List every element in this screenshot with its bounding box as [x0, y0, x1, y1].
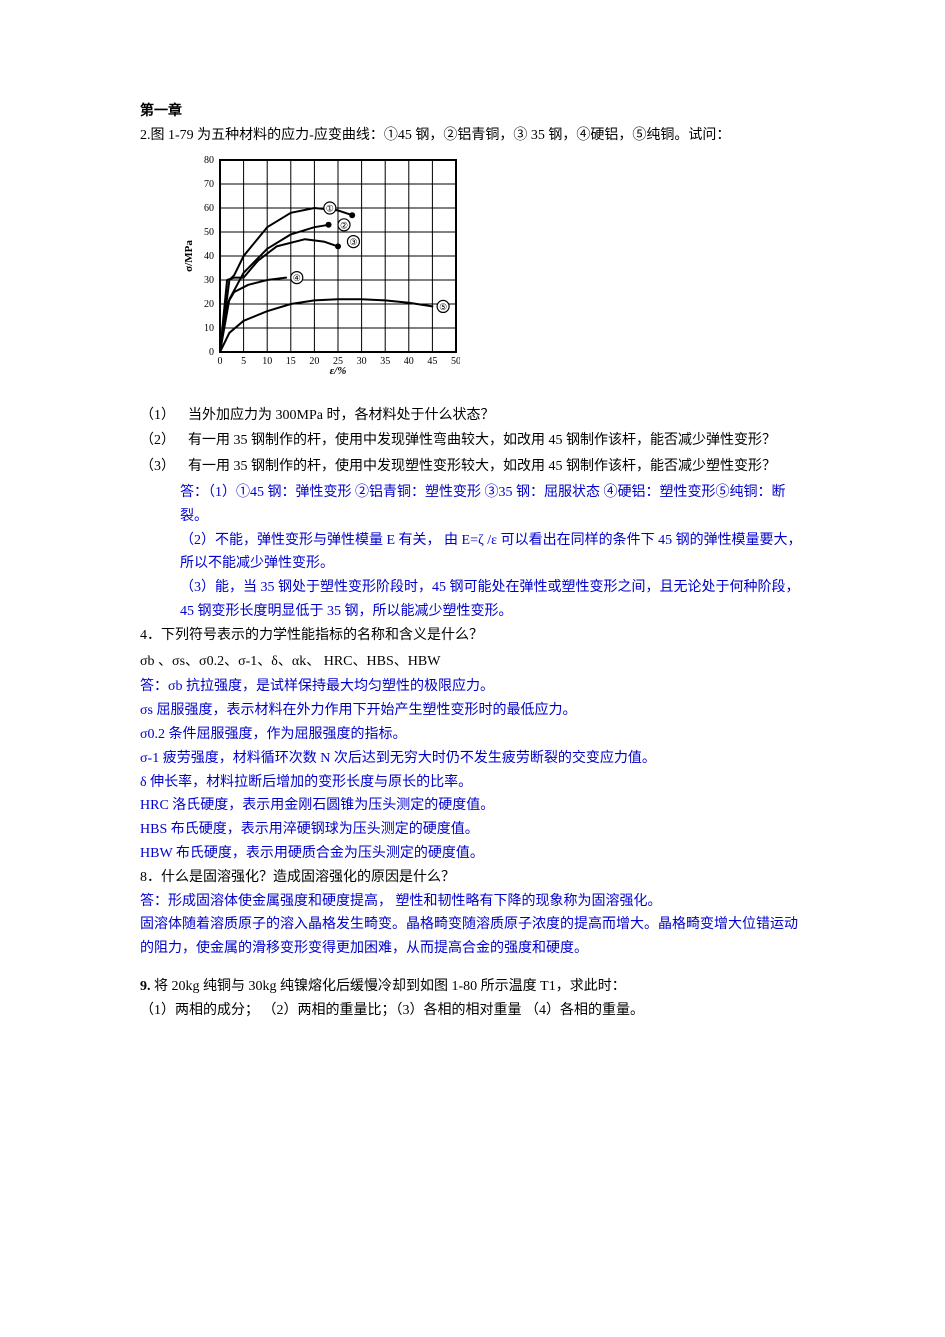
svg-text:0: 0	[209, 347, 214, 358]
q2-answer-2: （2）不能，弹性变形与弹性模量 E 有关， 由 E=ζ /ε 可以看出在同样的条…	[140, 529, 805, 577]
chapter-title: 第一章	[140, 100, 805, 124]
svg-text:40: 40	[204, 251, 214, 262]
svg-text:45: 45	[427, 356, 437, 367]
item-text: 当外加应力为 300MPa 时，各材料处于什么状态？	[188, 404, 805, 428]
q2-intro: 2.图 1-79 为五种材料的应力-应变曲线：①45 钢，②铝青铜，③ 35 钢…	[140, 124, 805, 148]
svg-text:20: 20	[204, 299, 214, 310]
q4-answer-1: σs 屈服强度，表示材料在外力作用下开始产生塑性变形时的最低应力。	[140, 699, 805, 723]
q4-answer-4: δ 伸长率，材料拉断后增加的变形长度与原长的比率。	[140, 771, 805, 795]
q4-answer-2: σ0.2 条件屈服强度，作为屈服强度的指标。	[140, 723, 805, 747]
stress-strain-chart: 0510152025303540455001020304050607080ε/%…	[180, 156, 805, 396]
q9-items: （1）两相的成分； （2）两相的重量比；（3）各相的相对重量 （4）各相的重量。	[140, 999, 805, 1023]
svg-text:15: 15	[286, 356, 296, 367]
svg-text:60: 60	[204, 203, 214, 214]
q9-text: 将 20kg 纯铜与 30kg 纯镍熔化后缓慢冷却到如图 1-80 所示温度 T…	[151, 979, 626, 994]
item-number: （3）	[140, 455, 188, 479]
svg-text:③: ③	[349, 237, 357, 247]
svg-text:10: 10	[262, 356, 272, 367]
svg-text:②: ②	[340, 220, 348, 230]
svg-text:50: 50	[204, 227, 214, 238]
svg-text:0: 0	[218, 356, 223, 367]
q4-answer-7: HBW 布氏硬度，表示用硬质合金为压头测定的硬度值。	[140, 842, 805, 866]
q8-answer-1: 固溶体随着溶质原子的溶入晶格发生畸变。晶格畸变随溶质原子浓度的提高而增大。晶格畸…	[140, 913, 805, 961]
q2-answer-3: （3）能，当 35 钢处于塑性变形阶段时，45 钢可能处在弹性或塑性变形之间，且…	[140, 576, 805, 624]
q2-item: （1）当外加应力为 300MPa 时，各材料处于什么状态？	[140, 404, 805, 428]
q4-answer-0: 答：σb 抗拉强度，是试样保持最大均匀塑性的极限应力。	[140, 675, 805, 699]
svg-text:20: 20	[309, 356, 319, 367]
svg-text:10: 10	[204, 323, 214, 334]
svg-text:σ/MPa: σ/MPa	[183, 239, 195, 271]
svg-text:50: 50	[451, 356, 460, 367]
svg-text:30: 30	[204, 275, 214, 286]
item-text: 有一用 35 钢制作的杆，使用中发现弹性弯曲较大，如改用 45 钢制作该杆，能否…	[188, 429, 805, 453]
svg-text:④: ④	[293, 273, 301, 283]
item-number: （1）	[140, 404, 188, 428]
svg-text:40: 40	[404, 356, 414, 367]
q4-title: 4．下列符号表示的力学性能指标的名称和含义是什么？	[140, 624, 805, 648]
item-text: 有一用 35 钢制作的杆，使用中发现塑性变形较大，如改用 45 钢制作该杆，能否…	[188, 455, 805, 479]
svg-text:30: 30	[357, 356, 367, 367]
svg-text:①: ①	[326, 203, 334, 213]
q4-answer-5: HRC 洛氏硬度，表示用金刚石圆锥为压头测定的硬度值。	[140, 794, 805, 818]
q4-answer-3: σ-1 疲劳强度，材料循环次数 N 次后达到无穷大时仍不发生疲劳断裂的交变应力值…	[140, 747, 805, 771]
q9-title: 9. 将 20kg 纯铜与 30kg 纯镍熔化后缓慢冷却到如图 1-80 所示温…	[140, 975, 805, 999]
svg-text:ε/%: ε/%	[330, 365, 347, 377]
svg-text:5: 5	[241, 356, 246, 367]
q4-symbols: σb 、σs、σ0.2、σ-1、δ、αk、 HRC、HBS、HBW	[140, 650, 805, 674]
svg-text:35: 35	[380, 356, 390, 367]
q2-item: （3）有一用 35 钢制作的杆，使用中发现塑性变形较大，如改用 45 钢制作该杆…	[140, 455, 805, 479]
svg-text:70: 70	[204, 179, 214, 190]
q2-item: （2）有一用 35 钢制作的杆，使用中发现弹性弯曲较大，如改用 45 钢制作该杆…	[140, 429, 805, 453]
svg-text:⑤: ⑤	[439, 301, 447, 311]
item-number: （2）	[140, 429, 188, 453]
q4-answer-6: HBS 布氏硬度，表示用淬硬钢球为压头测定的硬度值。	[140, 818, 805, 842]
q8-answer-0: 答：形成固溶体使金属强度和硬度提高， 塑性和韧性略有下降的现象称为固溶强化。	[140, 890, 805, 914]
q2-answer-1: 答：（1）①45 钢：弹性变形 ②铝青铜：塑性变形 ③35 钢：屈服状态 ④硬铝…	[140, 481, 805, 529]
q9-number: 9.	[140, 979, 151, 994]
q8-title: 8．什么是固溶强化？造成固溶强化的原因是什么？	[140, 866, 805, 890]
svg-text:80: 80	[204, 156, 214, 166]
